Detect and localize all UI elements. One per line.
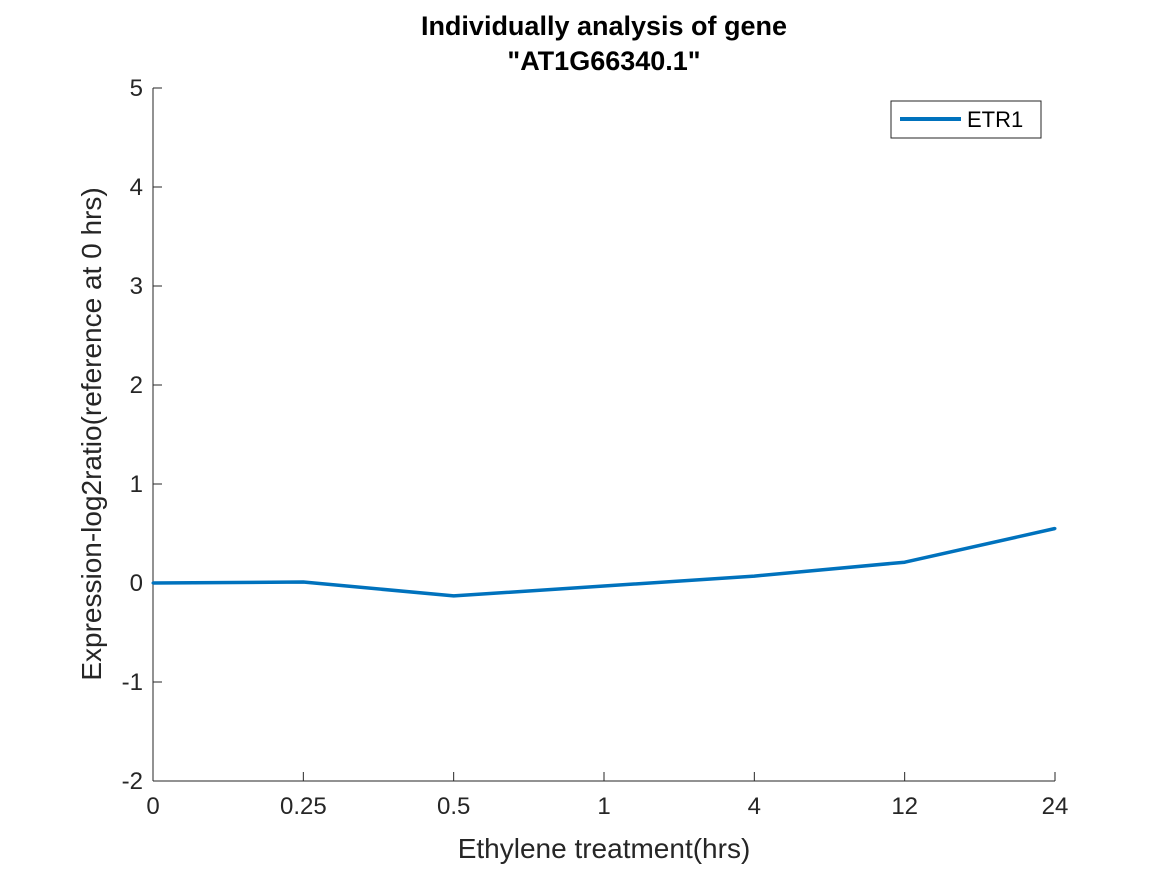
series-layer [151,526,1057,598]
legend-entry-etr1: ETR1 [967,107,1023,132]
data-point [752,574,756,578]
data-point [301,580,305,584]
x-tick-label: 0 [146,793,159,820]
x-tick-label: 4 [748,793,761,820]
data-point [602,584,606,588]
y-tick-label: 0 [130,570,143,597]
y-axis-label: Expression-log2ratio(reference at 0 hrs) [76,187,107,680]
chart-subtitle: "AT1G66340.1" [507,46,700,76]
data-point [1053,527,1057,531]
x-tick-label: 1 [597,793,610,820]
y-tick-label: 3 [130,273,143,300]
y-ticks: -2 -1 0 1 2 3 4 5 [122,75,162,795]
data-point [903,560,907,564]
y-tick-label: 5 [130,75,143,102]
y-tick-label: 2 [130,372,143,399]
data-point [151,581,155,585]
x-tick-label: 24 [1042,793,1069,820]
y-tick-label: -1 [122,669,143,696]
x-tick-label: 0.5 [437,793,470,820]
y-tick-label: 1 [130,471,143,498]
data-point [452,594,456,598]
legend: ETR1 [890,100,1042,139]
x-tick-label: 12 [891,793,918,820]
y-tick-label: -2 [122,768,143,795]
y-tick-label: 4 [130,174,143,201]
x-tick-label: 0.25 [280,793,327,820]
x-axis-label: Ethylene treatment(hrs) [458,833,751,864]
x-ticks: 0 0.25 0.5 1 4 12 24 [146,772,1068,820]
chart-title: Individually analysis of gene [421,11,787,41]
